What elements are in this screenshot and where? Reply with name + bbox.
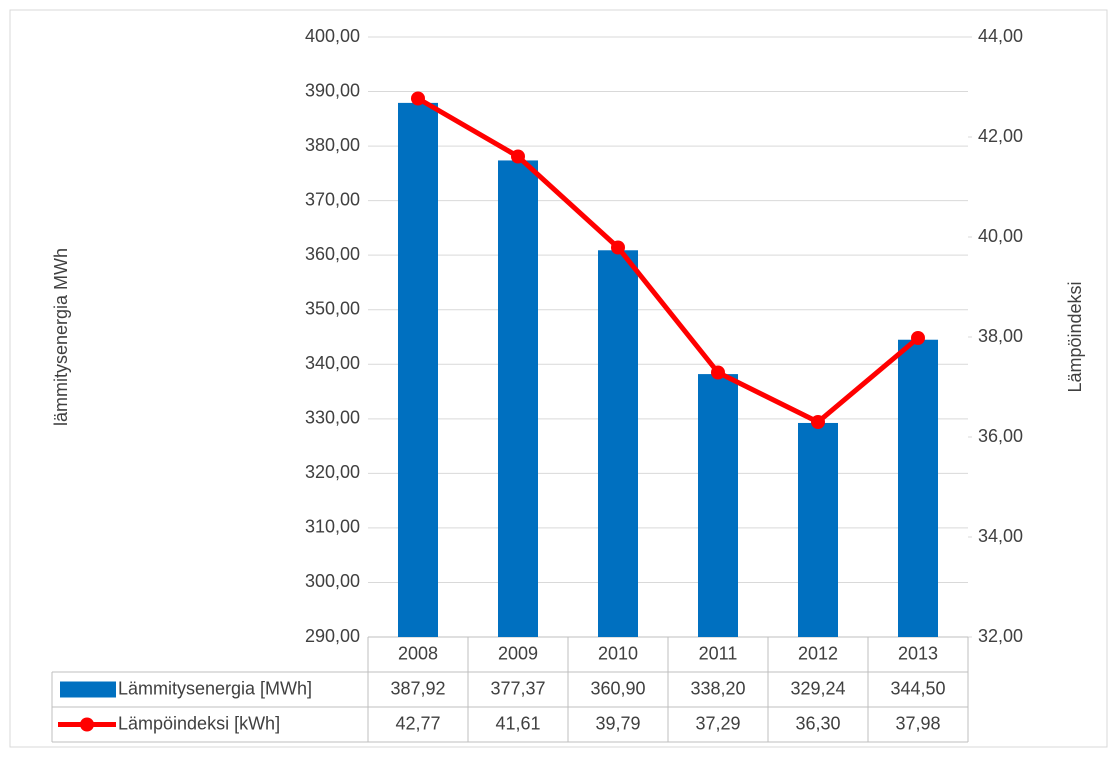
line-marker	[911, 331, 925, 345]
table-value: 344,50	[890, 678, 945, 698]
y2-tick-label: 44,00	[978, 26, 1023, 46]
x-tick-label: 2010	[598, 643, 638, 663]
table-value: 37,98	[895, 713, 940, 733]
y-tick-label: 380,00	[305, 135, 360, 155]
table-value: 39,79	[595, 713, 640, 733]
table-value: 377,37	[490, 678, 545, 698]
bar	[798, 422, 838, 637]
bar	[598, 250, 638, 638]
y-tick-label: 300,00	[305, 571, 360, 591]
bar	[398, 102, 438, 637]
legend-label: Lämmitysenergia [MWh]	[118, 678, 312, 698]
x-tick-label: 2012	[798, 643, 838, 663]
y-axis-title: lämmitysenergia MWh	[51, 248, 71, 426]
legend-swatch	[60, 681, 116, 698]
y-tick-label: 350,00	[305, 298, 360, 318]
table-value: 37,29	[695, 713, 740, 733]
legend-label: Lämpöindeksi [kWh]	[118, 713, 280, 733]
y-tick-label: 340,00	[305, 353, 360, 373]
table-value: 387,92	[390, 678, 445, 698]
x-tick-label: 2011	[699, 643, 738, 663]
table-value: 41,61	[495, 713, 540, 733]
line-marker	[811, 415, 825, 429]
table-value: 360,90	[590, 678, 645, 698]
y-tick-label: 290,00	[305, 626, 360, 646]
line-marker	[711, 365, 725, 380]
table-value: 329,24	[790, 678, 845, 698]
chart-border	[9, 9, 1108, 748]
y-tick-label: 390,00	[305, 80, 360, 100]
y-tick-label: 370,00	[305, 189, 360, 209]
y2-tick-label: 34,00	[978, 526, 1023, 546]
x-tick-label: 2009	[498, 643, 538, 663]
y2-axis-title: Lämpöindeksi	[1065, 281, 1085, 392]
legend-swatch	[80, 717, 94, 732]
line-marker	[611, 240, 625, 255]
bar	[898, 339, 938, 637]
x-tick-label: 2008	[398, 643, 438, 663]
table-value: 338,20	[690, 678, 745, 698]
y2-tick-label: 42,00	[978, 126, 1023, 146]
table-value: 36,30	[795, 713, 840, 733]
y-tick-label: 310,00	[305, 517, 360, 537]
line-marker	[511, 149, 525, 164]
y2-tick-label: 32,00	[978, 626, 1023, 646]
table-value: 42,77	[395, 713, 440, 733]
y-tick-label: 330,00	[305, 408, 360, 428]
y-tick-label: 320,00	[305, 462, 360, 482]
x-tick-label: 2013	[898, 643, 938, 663]
bar	[698, 374, 738, 637]
y-tick-label: 360,00	[305, 244, 360, 264]
bar	[498, 160, 538, 637]
y2-tick-label: 36,00	[978, 426, 1023, 446]
y-tick-label: 400,00	[305, 26, 360, 46]
line-marker	[411, 91, 425, 106]
y2-tick-label: 38,00	[978, 326, 1023, 346]
y2-tick-label: 40,00	[978, 226, 1023, 246]
line	[416, 96, 920, 425]
